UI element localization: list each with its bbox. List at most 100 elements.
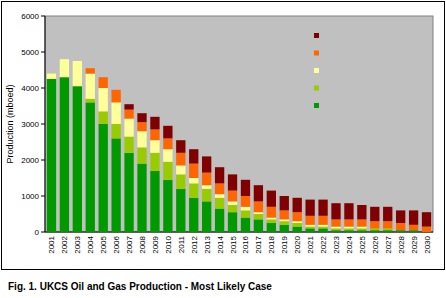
bar-segment: [293, 221, 302, 223]
bar-segment: [241, 180, 250, 196]
y-tick-label: 0: [35, 228, 40, 237]
bar-segment: [383, 228, 392, 230]
x-tick-label: 2002: [60, 235, 69, 253]
y-tick: [41, 88, 45, 89]
bar-segment: [318, 225, 327, 227]
bar-segment: [396, 223, 405, 230]
bar-segment: [344, 203, 353, 219]
bar-segment: [124, 104, 133, 109]
bar-segment: [86, 74, 95, 99]
bar-segment: [86, 99, 95, 103]
bar-segment: [344, 230, 353, 232]
bar-segment: [73, 61, 82, 62]
bar-segment: [293, 198, 302, 212]
bar-segment: [357, 230, 366, 232]
y-tick-label: 6000: [21, 12, 39, 21]
x-tick-label: 2025: [358, 235, 367, 253]
x-tick-label: 2012: [190, 235, 199, 253]
bar-segment: [137, 113, 146, 122]
x-tick-label: 2010: [164, 235, 173, 253]
bar-segment: [150, 129, 159, 140]
x-tick-label: 2028: [397, 235, 406, 253]
legend-key: [314, 33, 319, 38]
bar-segment: [176, 153, 185, 166]
bar-segment: [163, 149, 172, 162]
bar-segment: [99, 88, 108, 111]
bar-segment: [60, 59, 69, 60]
bar-segment: [111, 89, 120, 90]
bar-segment: [422, 227, 431, 232]
bar-segment: [73, 61, 82, 86]
bar-segment: [111, 124, 120, 138]
bar-segment: [409, 210, 418, 224]
bar-segment: [60, 59, 69, 77]
bar-segment: [111, 102, 120, 124]
bar-segment: [293, 212, 302, 221]
bar-segment: [267, 219, 276, 223]
bar-segment: [189, 149, 198, 163]
bar-segment: [202, 185, 211, 189]
bar-segment: [150, 153, 159, 171]
bar-segment: [176, 165, 185, 174]
bar-segment: [318, 227, 327, 229]
bar-segment: [409, 230, 418, 232]
bar-segment: [137, 147, 146, 163]
bar-segment: [176, 174, 185, 188]
y-axis: [45, 16, 46, 232]
bar-segment: [137, 131, 146, 147]
bar-segment: [370, 230, 379, 232]
legend: [314, 33, 319, 108]
y-tick-label: 1000: [21, 192, 39, 201]
y-tick: [41, 232, 45, 233]
y-tick-label: 2000: [21, 156, 39, 165]
bar-segment: [331, 228, 340, 230]
bar-segment: [305, 200, 314, 216]
x-tick-label: 2015: [229, 235, 238, 253]
x-tick-label: 2011: [177, 235, 186, 253]
bar-segment: [383, 207, 392, 221]
bars: [47, 59, 431, 232]
bar-segment: [318, 228, 327, 232]
bar-segment: [267, 191, 276, 207]
bar-segment: [241, 207, 250, 211]
bar-segment: [47, 73, 56, 74]
bar-segment: [344, 228, 353, 230]
bar-segment: [305, 228, 314, 232]
bar-segment: [163, 138, 172, 149]
bar-segment: [47, 74, 56, 79]
x-tick-label: 2020: [293, 235, 302, 253]
legend-key: [314, 86, 319, 91]
x-tick-label: 2013: [203, 235, 212, 253]
bar-segment: [267, 207, 276, 218]
bar-segment: [241, 210, 250, 217]
bar-segment: [344, 219, 353, 226]
bar-segment: [73, 86, 82, 232]
bar-segment: [202, 201, 211, 232]
bar-segment: [331, 227, 340, 229]
x-tick-label: 2003: [73, 235, 82, 253]
bar-segment: [357, 219, 366, 226]
bar-segment: [99, 77, 108, 88]
bar-segment: [163, 126, 172, 139]
bar-segment: [163, 180, 172, 232]
bar-segment: [280, 196, 289, 210]
bar-segment: [357, 228, 366, 230]
bar-segment: [241, 196, 250, 207]
bar-segment: [305, 225, 314, 227]
bar-segment: [99, 124, 108, 232]
bar-segment: [254, 219, 263, 232]
x-tick-label: 2022: [319, 235, 328, 253]
bar-segment: [396, 210, 405, 223]
x-tick-label: 2004: [86, 235, 95, 253]
bar-segment: [305, 216, 314, 225]
y-tick: [41, 16, 45, 17]
bar-segment: [357, 227, 366, 229]
legend-key: [314, 51, 319, 56]
bar-segment: [189, 183, 198, 197]
bar-segment: [370, 207, 379, 221]
x-tick-label: 2009: [151, 235, 160, 253]
bar-segment: [137, 122, 146, 131]
x-tick-label: 2027: [384, 235, 393, 253]
bar-segment: [60, 77, 69, 232]
legend-key: [314, 103, 319, 108]
